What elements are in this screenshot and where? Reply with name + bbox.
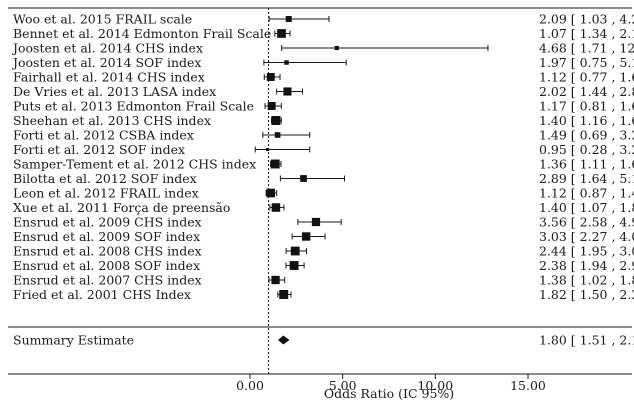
effect-size-text: 1.12 [ 0.77 , 1.62 ] [539,70,634,85]
study-label: Joosten et al. 2014 CHS index [11,41,203,56]
effect-size-text: 2.02 [ 1.44 , 2.83 ] [539,84,634,99]
effect-size-text: 1.82 [ 1.50 , 2.21 ] [539,287,634,302]
point-estimate-marker [279,290,289,299]
study-row: Fried et al. 2001 CHS Index 1.82 [ 1.50 ,… [13,287,634,302]
study-row: Puts et al. 2013 Edmonton Frail Scale 1.1… [13,99,634,114]
study-label: Joosten et al. 2014 SOF index [11,55,201,70]
study-label: Ensrud et al. 2008 SOF index [13,258,200,273]
study-row: Samper-Tement et al. 2012 CHS index 1.36 … [13,157,634,172]
study-label: Ensrud et al. 2007 CHS index [13,273,202,288]
summary-label: Summary Estimate [13,333,134,348]
study-label: Bilotta et al. 2012 SOF index [13,171,197,186]
study-label: Forti et al. 2012 CSBA index [13,128,194,143]
effect-size-text: 1.17 [ 0.81 , 1.69 ] [539,99,634,114]
point-estimate-marker [290,246,300,256]
effect-size-text: 0.95 [ 0.28 , 3.22 ] [539,142,634,157]
effect-size-text: 2.09 [ 1.03 , 4.26 ] [539,12,634,27]
study-label: Xue et al. 2011 Força de preensão [13,200,230,215]
study-row: Xue et al. 2011 Força de preensão 1.40 [ … [13,200,634,215]
effect-size-text: 4.68 [ 1.71 , 12.84 ] [539,41,634,56]
study-label: Forti et al. 2012 SOF index [13,142,185,157]
study-label: Woo et al. 2015 FRAIL scale [13,12,192,27]
study-label: Fairhall et al. 2014 CHS index [13,70,205,85]
study-row: Woo et al. 2015 FRAIL scale 2.09 [ 1.03 ,… [13,12,634,27]
point-estimate-marker [289,261,299,270]
point-estimate-marker [284,60,289,65]
study-label: Puts et al. 2013 Edmonton Frail Scale [13,99,254,114]
point-estimate-marker [271,203,281,212]
study-row: Ensrud et al. 2009 CHS index 3.56 [ 2.58 … [13,215,634,230]
study-row: Bennet et al. 2014 Edmonton Frail Scale 1… [13,26,634,41]
study-label: Samper-Tement et al. 2012 CHS index [13,157,256,172]
effect-size-text: 3.56 [ 2.58 , 4.92 ] [539,215,634,230]
x-axis: 0.00 5.00 10.00 15.00 [236,373,546,393]
study-label: Sheehan et al. 2013 CHS index [13,113,211,128]
point-estimate-marker [266,148,270,151]
x-tick-label: 15.00 [510,378,546,393]
summary-row: Summary Estimate 1.80 [ 1.51 , 2.13 ] [13,333,634,348]
study-row: Ensrud et al. 2008 SOF index 2.38 [ 1.94 … [13,258,634,273]
study-row: Ensrud et al. 2008 CHS index 2.44 [ 1.95 … [13,244,634,259]
effect-size-text: 1.40 [ 1.07 , 1.83 ] [539,200,634,215]
effect-size-text: 1.40 [ 1.16 , 1.69 ] [539,113,634,128]
study-row: Bilotta et al. 2012 SOF index 2.89 [ 1.64… [13,171,634,186]
study-row: Forti et al. 2012 CSBA index 1.49 [ 0.69 … [13,128,634,143]
point-estimate-marker [311,217,321,227]
effect-size-text: 1.36 [ 1.11 , 1.67 ] [539,157,634,172]
study-label: Ensrud et al. 2008 CHS index [13,244,202,259]
point-estimate-marker [277,29,286,38]
study-rows: Woo et al. 2015 FRAIL scale 2.09 [ 1.03 ,… [11,12,634,303]
effect-size-text: 1.97 [ 0.75 , 5.19 ] [539,55,634,70]
study-row: Ensrud et al. 2009 SOF index 3.03 [ 2.27 … [13,229,634,244]
effect-size-text: 1.49 [ 0.69 , 3.22 ] [539,128,634,143]
effect-size-text: 2.44 [ 1.95 , 3.05 ] [539,244,634,259]
point-estimate-marker [274,132,281,138]
effect-size-text: 2.89 [ 1.64 , 5.10 ] [539,171,634,186]
point-estimate-marker [334,45,339,51]
point-estimate-marker [266,73,275,81]
study-row: De Vries et al. 2013 LASA index 2.02 [ 1.… [13,84,634,99]
x-tick-label: 5.00 [329,378,357,393]
effect-size-text: 2.38 [ 1.94 , 2.92 ] [539,258,634,273]
summary-value-text: 1.80 [ 1.51 , 2.13 ] [539,333,634,348]
study-row: Forti et al. 2012 SOF index 0.95 [ 0.28 ,… [13,142,634,157]
point-estimate-marker [271,275,280,285]
point-estimate-marker [283,87,292,96]
effect-size-text: 1.07 [ 1.34 , 2.16 ] [539,26,634,41]
study-label: Fried et al. 2001 CHS Index [13,287,191,302]
summary-diamond [277,335,290,345]
x-tick-label: 10.00 [417,378,453,393]
x-tick-label: 0.00 [236,378,264,393]
study-row: Joosten et al. 2014 CHS index 4.68 [ 1.71… [11,41,634,56]
study-label: De Vries et al. 2013 LASA index [13,84,216,99]
effect-size-text: 1.38 [ 1.02 , 1.87 ] [539,273,634,288]
point-estimate-marker [300,175,307,182]
study-row: Leon et al. 2012 FRAIL index 1.12 [ 0.87 … [13,186,634,201]
study-row: Joosten et al. 2014 SOF index 1.97 [ 0.75… [11,55,634,70]
point-estimate-marker [285,16,292,22]
study-row: Ensrud et al. 2007 CHS index 1.38 [ 1.02 … [13,273,634,288]
study-row: Sheehan et al. 2013 CHS index 1.40 [ 1.16… [13,113,634,128]
point-estimate-marker [270,159,280,169]
x-axis-label: Odds Ratio (IC 95%) [324,386,454,401]
point-estimate-marker [267,102,276,110]
study-row: Fairhall et al. 2014 CHS index 1.12 [ 0.7… [13,70,634,85]
point-estimate-marker [271,116,281,125]
summary-estimate: Summary Estimate 1.80 [ 1.51 , 2.13 ] [13,333,634,348]
point-estimate-marker [301,232,311,241]
study-label: Ensrud et al. 2009 CHS index [13,215,202,230]
effect-size-text: 3.03 [ 2.27 , 4.05 ] [539,229,634,244]
study-label: Ensrud et al. 2009 SOF index [13,229,200,244]
effect-size-text: 1.12 [ 0.87 , 1.44 ] [539,186,634,201]
study-label: Bennet et al. 2014 Edmonton Frail Scale [13,26,271,41]
study-label: Leon et al. 2012 FRAIL index [13,186,199,201]
point-estimate-marker [266,188,276,198]
